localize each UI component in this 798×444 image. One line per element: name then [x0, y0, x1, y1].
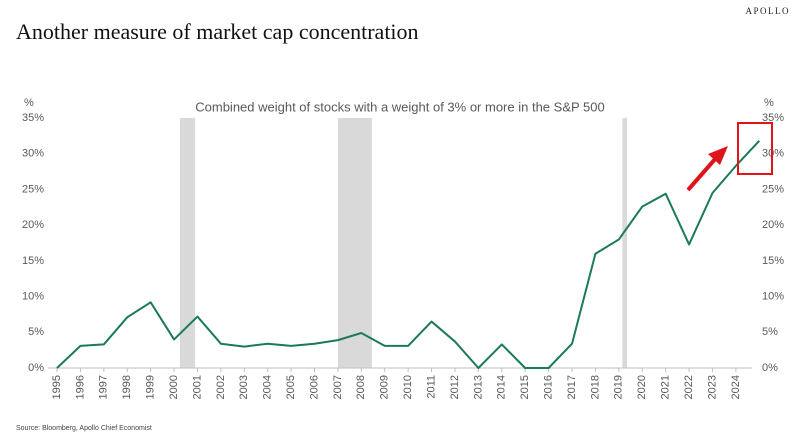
- data-line: [56, 140, 761, 369]
- y-tick-label: 10%: [22, 290, 44, 302]
- x-tick-label: 2010: [402, 375, 414, 399]
- x-tick-label: 2012: [449, 375, 461, 399]
- y2-tick-label: 35%: [762, 112, 784, 124]
- x-tick-label: 2000: [168, 375, 180, 399]
- x-tick-label: 2011: [425, 375, 437, 399]
- x-tick-label: 2019: [613, 375, 625, 399]
- y-unit: %: [24, 97, 34, 109]
- x-tick-label: 2001: [191, 375, 203, 399]
- x-tick-label: 2018: [589, 375, 601, 399]
- y2-tick-label: 5%: [762, 326, 778, 338]
- x-tick-label: 2004: [262, 375, 274, 399]
- x-tick-label: 2017: [566, 375, 578, 399]
- highlight-box: [737, 122, 773, 175]
- x-tick-label: 2009: [379, 375, 391, 399]
- y2-tick-label: 10%: [762, 290, 784, 302]
- x-tick-label: 2014: [496, 375, 508, 399]
- x-tick-label: 2007: [332, 375, 344, 399]
- y-tick-label: 0%: [28, 362, 44, 374]
- chart-subtitle: Combined weight of stocks with a weight …: [195, 99, 604, 114]
- y2-tick-label: 30%: [762, 148, 784, 160]
- arrow-shaft: [686, 156, 718, 192]
- brand: APOLLO: [746, 6, 791, 16]
- x-tick-label: 2022: [683, 375, 695, 399]
- x-tick-label: 2002: [215, 375, 227, 399]
- y2-tick-label: 25%: [762, 183, 784, 195]
- x-tick-label: 2024: [730, 375, 742, 399]
- y-tick-label: 20%: [22, 219, 44, 231]
- x-tick-label: 2013: [472, 375, 484, 399]
- x-tick-label: 2015: [519, 375, 531, 399]
- x-tick-label: 2021: [660, 375, 672, 399]
- y-tick-label: 35%: [22, 112, 44, 124]
- x-tick-label: 2008: [355, 375, 367, 399]
- source: Source: Bloomberg, Apollo Chief Economis…: [16, 425, 152, 432]
- x-tick-label: 2023: [706, 375, 718, 399]
- y-tick-label: 15%: [22, 255, 44, 267]
- chart-title: Another measure of market cap concentrat…: [16, 19, 419, 44]
- x-tick-label: 1996: [74, 375, 86, 399]
- recession-band: [337, 118, 372, 368]
- y-tick-label: 25%: [22, 183, 44, 195]
- x-tick-label: 1995: [51, 375, 63, 399]
- x-tick-label: 2006: [308, 375, 320, 399]
- x-tick-label: 2016: [543, 375, 555, 399]
- recession-band: [622, 118, 628, 368]
- arrow-head: [708, 146, 728, 165]
- y-tick-label: 5%: [28, 326, 44, 338]
- x-tick-label: 2020: [636, 375, 648, 399]
- x-tick-label: 1998: [121, 375, 133, 399]
- y2-unit: %: [764, 97, 774, 109]
- y2-tick-label: 15%: [762, 255, 784, 267]
- x-tick-label: 1997: [98, 375, 110, 399]
- y-tick-label: 30%: [22, 148, 44, 160]
- y2-tick-label: 20%: [762, 219, 784, 231]
- x-tick-label: 2005: [285, 375, 297, 399]
- x-tick-label: 1999: [145, 375, 157, 399]
- y2-tick-label: 0%: [762, 362, 778, 374]
- x-tick-label: 2003: [238, 375, 250, 399]
- recession-band: [179, 118, 196, 368]
